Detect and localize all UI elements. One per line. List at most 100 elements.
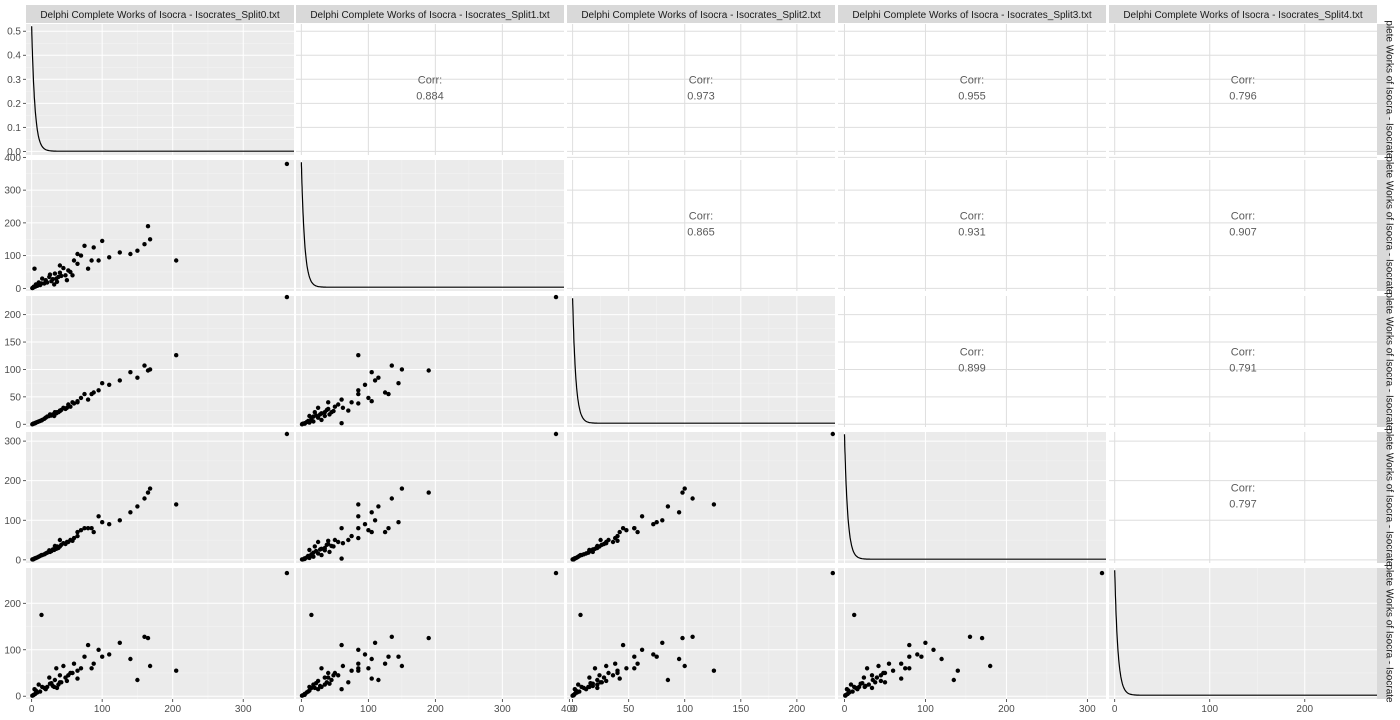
scatter-point (376, 375, 381, 380)
corr-label: Corr: (1231, 347, 1255, 359)
scatter-point (389, 634, 394, 639)
scatter-point (632, 654, 637, 659)
panel-r0-c0 (26, 24, 294, 155)
y-tick-label: 0 (15, 692, 21, 703)
scatter-point (339, 642, 344, 648)
scatter-point (620, 642, 626, 648)
scatter-point (382, 661, 388, 666)
scatter-point (57, 680, 63, 685)
y-tick-label: 0.2 (7, 99, 21, 110)
scatter-point (356, 526, 361, 531)
scatter-point (553, 294, 559, 300)
scatter-point (682, 663, 687, 669)
scatter-point (75, 668, 80, 673)
scatter-point (89, 666, 94, 671)
scatter-point (107, 652, 112, 657)
scatter-point (145, 635, 151, 641)
scatter-point (96, 258, 101, 263)
scatter-point (665, 504, 671, 509)
scatter-point (919, 654, 924, 659)
panel-bg (26, 568, 294, 699)
scatter-point (356, 661, 361, 666)
scatter-point (39, 612, 44, 618)
scatter-point (317, 412, 323, 417)
x-tick-label: 300 (1079, 704, 1096, 715)
scatter-point (147, 663, 153, 669)
scatter-point (339, 421, 344, 426)
scatter-point (107, 382, 112, 387)
scatter-point (850, 689, 855, 694)
panel-r3-c3 (838, 432, 1106, 563)
scatter-point (389, 363, 394, 368)
scatter-point (40, 684, 45, 690)
scatter-point (96, 647, 101, 652)
scatter-point (54, 410, 60, 415)
panel-r4-c1 (296, 568, 570, 699)
panel-bg (26, 160, 294, 291)
scatter-point (61, 663, 66, 669)
y-tick-label: 50 (10, 392, 22, 403)
scatter-point (617, 676, 622, 681)
scatter-point (63, 273, 68, 278)
scatter-point (57, 537, 63, 543)
scatter-point (356, 535, 361, 541)
scatter-point (85, 397, 91, 402)
scatter-point (886, 661, 892, 666)
panel-bg (1109, 568, 1377, 699)
scatter-point (861, 675, 867, 680)
scatter-point (54, 544, 60, 549)
x-tick-label: 200 (427, 704, 444, 715)
scatter-point (128, 370, 133, 375)
scatter-point (142, 242, 147, 247)
panel-r0-c3: Corr: 0.955 (838, 24, 1106, 155)
scatter-point (570, 557, 575, 562)
scatter-point (862, 684, 867, 690)
scatter-point (327, 412, 332, 417)
y-tick-label: 0 (15, 284, 21, 295)
scatter-point (82, 391, 87, 397)
scatter-point (890, 668, 896, 673)
scatter-point (654, 520, 659, 525)
panel-r1-c0 (26, 156, 294, 291)
column-strip-label-0: Delphi Complete Works of Isocra - Isocra… (40, 10, 280, 21)
y-tick-label: 100 (4, 365, 21, 376)
panel-r2-c0 (26, 294, 294, 427)
scatter-point (71, 258, 77, 263)
scatter-point (349, 400, 354, 405)
panel-r0-c2: Corr: 0.973 (567, 24, 835, 155)
scatter-point (329, 677, 334, 683)
corr-panel-bg (567, 24, 835, 155)
column-strip-label-1: Delphi Complete Works of Isocra - Isocra… (310, 10, 550, 21)
scatter-point (75, 533, 80, 539)
scatter-point (376, 504, 381, 509)
scatter-point (75, 399, 80, 404)
column-strip-2 (567, 5, 835, 23)
corr-value: 0.791 (1229, 363, 1257, 375)
scatter-point (75, 251, 80, 257)
scatter-point (32, 687, 37, 692)
scatter-point (951, 677, 956, 683)
scatter-point (284, 294, 290, 300)
scatter-point (979, 635, 985, 641)
scatter-point (32, 266, 37, 271)
scatter-point (336, 539, 341, 545)
scatter-point (369, 370, 374, 375)
scatter-point (142, 363, 147, 368)
scatter-point (899, 661, 904, 666)
scatter-point (82, 654, 87, 659)
scatter-point (85, 526, 91, 531)
scatter-point (336, 402, 341, 407)
scatter-point (635, 661, 640, 666)
scatter-point (369, 399, 374, 404)
scatter-point (57, 263, 63, 268)
scatter-point (587, 547, 592, 553)
scatter-point (386, 654, 391, 659)
scatter-point (610, 539, 616, 545)
scatter-point (349, 668, 354, 673)
scatter-point (553, 431, 559, 437)
y-tick-label: 0.4 (7, 51, 21, 62)
scatter-point (315, 687, 321, 692)
x-tick-label: 100 (676, 704, 693, 715)
scatter-point (651, 522, 656, 527)
scatter-point (174, 353, 179, 358)
